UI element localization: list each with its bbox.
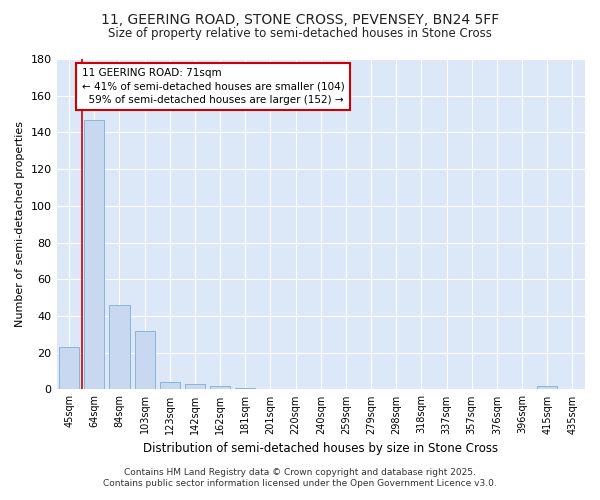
Bar (235, 388, 256, 390)
Text: 11, GEERING ROAD, STONE CROSS, PEVENSEY, BN24 5FF: 11, GEERING ROAD, STONE CROSS, PEVENSEY,… (101, 12, 499, 26)
Bar (537, 386, 557, 390)
Text: 11 GEERING ROAD: 71sqm
← 41% of semi-detached houses are smaller (104)
  59% of : 11 GEERING ROAD: 71sqm ← 41% of semi-det… (82, 68, 344, 104)
Bar (185, 384, 205, 390)
Bar (160, 382, 180, 390)
Bar (84, 120, 104, 390)
Bar (59, 347, 79, 390)
Text: Size of property relative to semi-detached houses in Stone Cross: Size of property relative to semi-detach… (108, 28, 492, 40)
Text: Contains HM Land Registry data © Crown copyright and database right 2025.
Contai: Contains HM Land Registry data © Crown c… (103, 468, 497, 487)
Bar (109, 305, 130, 390)
Y-axis label: Number of semi-detached properties: Number of semi-detached properties (15, 121, 25, 327)
Bar (134, 330, 155, 390)
X-axis label: Distribution of semi-detached houses by size in Stone Cross: Distribution of semi-detached houses by … (143, 442, 499, 455)
Bar (210, 386, 230, 390)
